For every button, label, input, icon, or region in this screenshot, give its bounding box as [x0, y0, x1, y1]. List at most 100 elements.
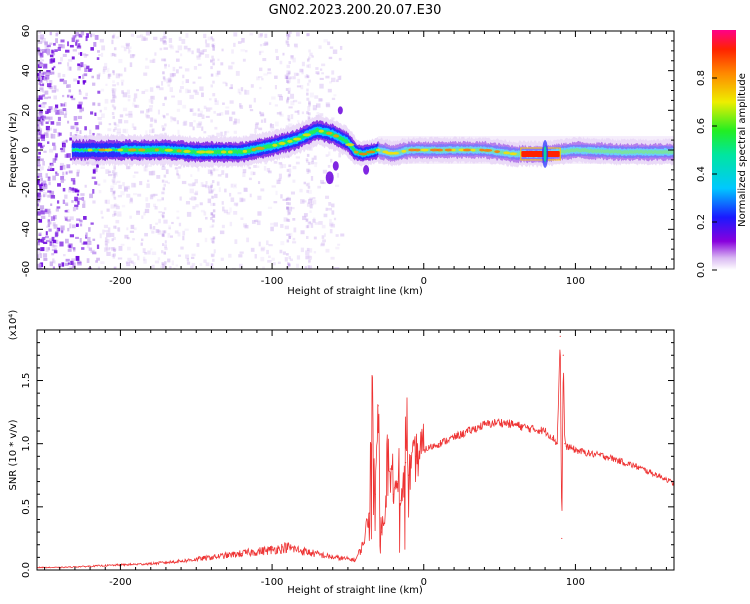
colorbar-tick-label: 0.6 [696, 118, 707, 134]
noise-speckle [67, 66, 71, 71]
hot-spot [205, 150, 215, 154]
noise-speckle [48, 211, 52, 215]
streak-speckle [113, 249, 116, 253]
noise-speckle [253, 164, 257, 168]
noise-speckle [97, 90, 101, 94]
noise-speckle [69, 158, 73, 161]
snr-data-point [529, 427, 531, 430]
noise-speckle [129, 198, 134, 204]
noise-speckle [282, 52, 285, 56]
noise-speckle [67, 120, 70, 124]
noise-speckle [48, 181, 51, 186]
noise-speckle [50, 216, 56, 221]
noise-speckle [178, 254, 182, 257]
noise-speckle [42, 192, 47, 197]
noise-speckle [202, 184, 207, 188]
streak-speckle [286, 100, 289, 104]
snr-data-point [438, 443, 440, 445]
noise-speckle [335, 267, 340, 269]
noise-speckle [328, 151, 331, 156]
noise-speckle [81, 247, 85, 250]
noise-speckle [163, 219, 168, 224]
noise-speckle [60, 225, 65, 231]
streak-speckle [163, 230, 166, 234]
noise-speckle [60, 179, 65, 183]
noise-speckle [74, 196, 78, 202]
noise-speckle [118, 245, 123, 251]
noise-speckle [132, 175, 136, 178]
noise-speckle [184, 68, 190, 72]
noise-speckle [37, 124, 40, 127]
noise-speckle [79, 219, 83, 223]
noise-speckle [313, 251, 317, 254]
spectrogram-xlabel: Height of straight line (km) [287, 286, 423, 297]
noise-speckle [338, 57, 342, 61]
noise-speckle [72, 265, 76, 268]
noise-speckle [101, 45, 106, 51]
hot-spot [401, 149, 407, 153]
noise-speckle [137, 255, 140, 261]
noise-speckle [184, 228, 189, 231]
noise-speckle [271, 257, 275, 261]
noise-speckle [204, 39, 208, 44]
noise-speckle [64, 217, 68, 221]
noise-speckle [97, 102, 101, 107]
noise-speckle [43, 150, 47, 153]
noise-speckle [249, 193, 252, 198]
noise-speckle [258, 76, 263, 79]
noise-speckle [262, 266, 265, 269]
noise-speckle [66, 219, 71, 222]
noise-speckle [168, 44, 173, 48]
streak-speckle [287, 118, 291, 122]
noise-speckle [136, 89, 139, 92]
streak-speckle [210, 170, 213, 174]
noise-speckle [153, 193, 158, 196]
noise-speckle [152, 203, 157, 208]
streak-speckle [287, 114, 290, 118]
noise-speckle [192, 126, 195, 131]
noise-speckle [149, 170, 154, 176]
streak-speckle [162, 40, 165, 44]
hot-spot [376, 148, 381, 152]
noise-speckle [229, 116, 233, 122]
snr-data-point [407, 474, 410, 476]
noise-speckle [161, 58, 166, 62]
noise-speckle [124, 187, 129, 192]
noise-speckle [145, 197, 149, 202]
noise-speckle [117, 194, 122, 198]
noise-speckle [49, 261, 54, 267]
noise-speckle [47, 141, 50, 144]
noise-speckle [53, 42, 56, 46]
noise-speckle [233, 183, 237, 189]
noise-speckle [46, 79, 49, 83]
noise-speckle [70, 260, 73, 265]
snr-data-point [385, 506, 387, 508]
noise-speckle [82, 53, 87, 56]
noise-speckle [94, 35, 97, 40]
noise-speckle [200, 52, 204, 55]
noise-speckle [320, 179, 325, 184]
figure-title: GN02.2023.200.20.07.E30 [269, 3, 442, 18]
noise-speckle [85, 36, 88, 42]
noise-speckle [300, 247, 304, 253]
noise-speckle [103, 247, 108, 252]
snr-background [37, 330, 674, 570]
noise-speckle [112, 84, 116, 87]
noise-speckle [56, 121, 61, 126]
noise-speckle [57, 183, 61, 187]
noise-speckle [248, 104, 252, 109]
noise-speckle [267, 260, 272, 263]
noise-speckle [163, 47, 168, 50]
noise-speckle [196, 48, 201, 53]
noise-speckle [56, 206, 61, 209]
colorbar-tick-label: 0.8 [696, 70, 707, 86]
hot-spot [127, 148, 137, 152]
noise-speckle [313, 199, 317, 205]
side-blob [325, 171, 334, 185]
noise-speckle [78, 101, 83, 105]
noise-speckle [111, 247, 115, 251]
noise-speckle [154, 206, 158, 210]
noise-speckle [235, 70, 240, 76]
noise-speckle [57, 72, 61, 78]
